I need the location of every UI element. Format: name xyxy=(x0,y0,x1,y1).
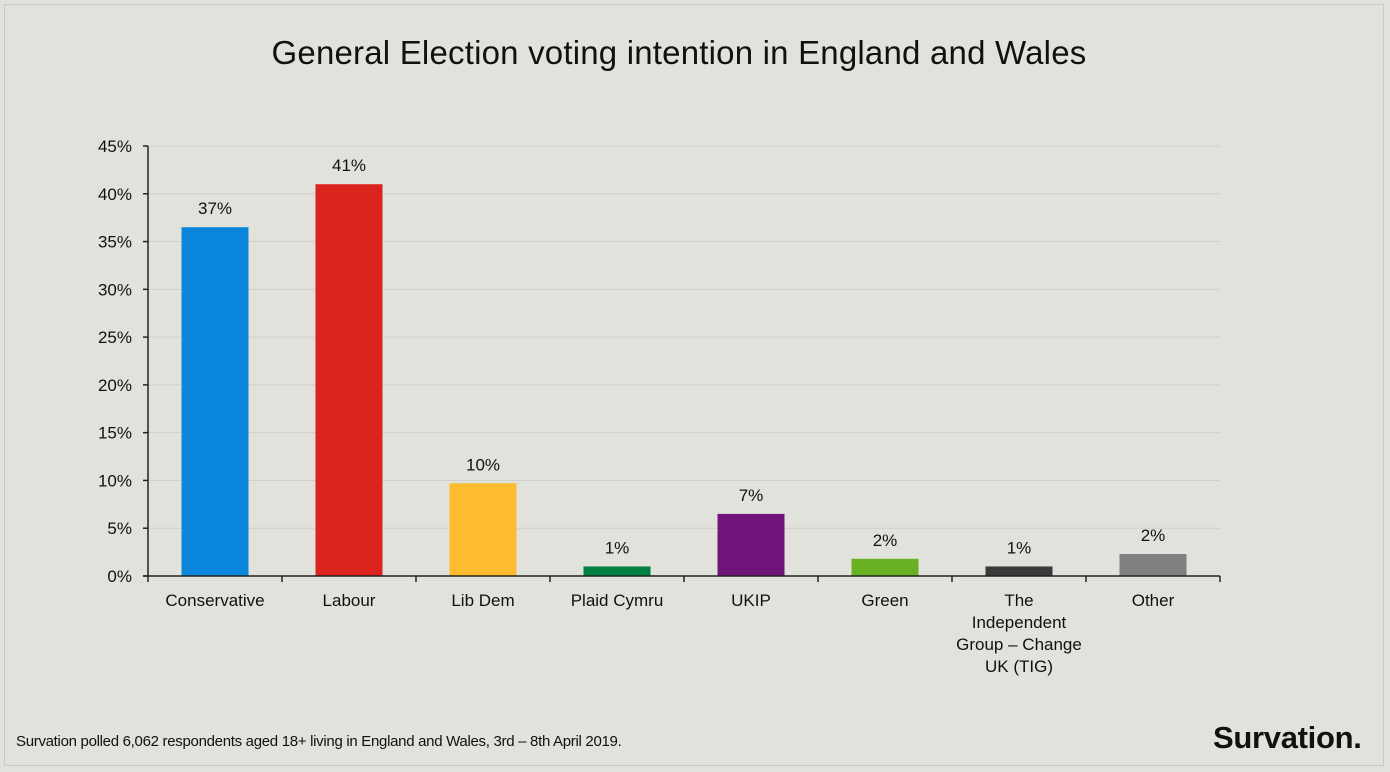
data-label: 1% xyxy=(605,538,630,557)
category-label: Plaid Cymru xyxy=(571,591,664,610)
category-label: Other xyxy=(1132,591,1175,610)
category-label: UK (TIG) xyxy=(985,657,1053,676)
bar-plaid-cymru xyxy=(583,566,651,576)
bar-the-independent-group-change-uk-tig xyxy=(985,566,1053,576)
category-label: Conservative xyxy=(165,591,264,610)
data-label: 10% xyxy=(466,455,500,474)
category-label: UKIP xyxy=(731,591,771,610)
data-label: 41% xyxy=(332,156,366,175)
bars xyxy=(181,184,1187,576)
bar-conservative xyxy=(181,227,249,576)
bar-labour xyxy=(315,184,383,576)
footnote: Survation polled 6,062 respondents aged … xyxy=(16,733,622,750)
data-label: 2% xyxy=(873,531,898,550)
data-label: 37% xyxy=(198,199,232,218)
bar-other xyxy=(1119,554,1187,576)
chart-frame xyxy=(4,4,1384,766)
data-label: 1% xyxy=(1007,538,1032,557)
gridlines xyxy=(148,145,1220,529)
brand-logo: Survation. xyxy=(1213,720,1362,755)
y-tick-label: 30% xyxy=(98,280,132,299)
labels: 0% 5% 10% 15% 20% 25% 30% 35% 40% 45% 37% Conservat… xyxy=(98,137,1175,676)
y-tick-label: 15% xyxy=(98,424,132,443)
bar-chart: 0% 5% 10% 15% 20% 25% 30% 35% 40% 45% 37% Conservat… xyxy=(98,137,1221,676)
y-tick-label: 35% xyxy=(98,233,132,252)
category-label: Independent xyxy=(972,613,1067,632)
chart-title: General Election voting intention in Eng… xyxy=(271,34,1087,71)
y-tick-label: 45% xyxy=(98,137,132,156)
bar-ukip xyxy=(717,513,785,576)
category-label: Group – Change xyxy=(956,635,1082,654)
y-tick-label: 25% xyxy=(98,328,132,347)
category-label: Lib Dem xyxy=(451,591,514,610)
axes xyxy=(143,145,1221,582)
bar-lib-dem xyxy=(449,483,517,576)
category-label: The xyxy=(1004,591,1033,610)
bar-green xyxy=(851,558,919,576)
y-tick-label: 10% xyxy=(98,471,132,490)
y-tick-label: 40% xyxy=(98,185,132,204)
data-label: 2% xyxy=(1141,526,1166,545)
y-tick-label: 20% xyxy=(98,376,132,395)
data-label: 7% xyxy=(739,486,764,505)
y-tick-label: 5% xyxy=(107,519,132,538)
category-label: Labour xyxy=(323,591,376,610)
category-label: Green xyxy=(861,591,908,610)
y-tick-label: 0% xyxy=(107,567,132,586)
